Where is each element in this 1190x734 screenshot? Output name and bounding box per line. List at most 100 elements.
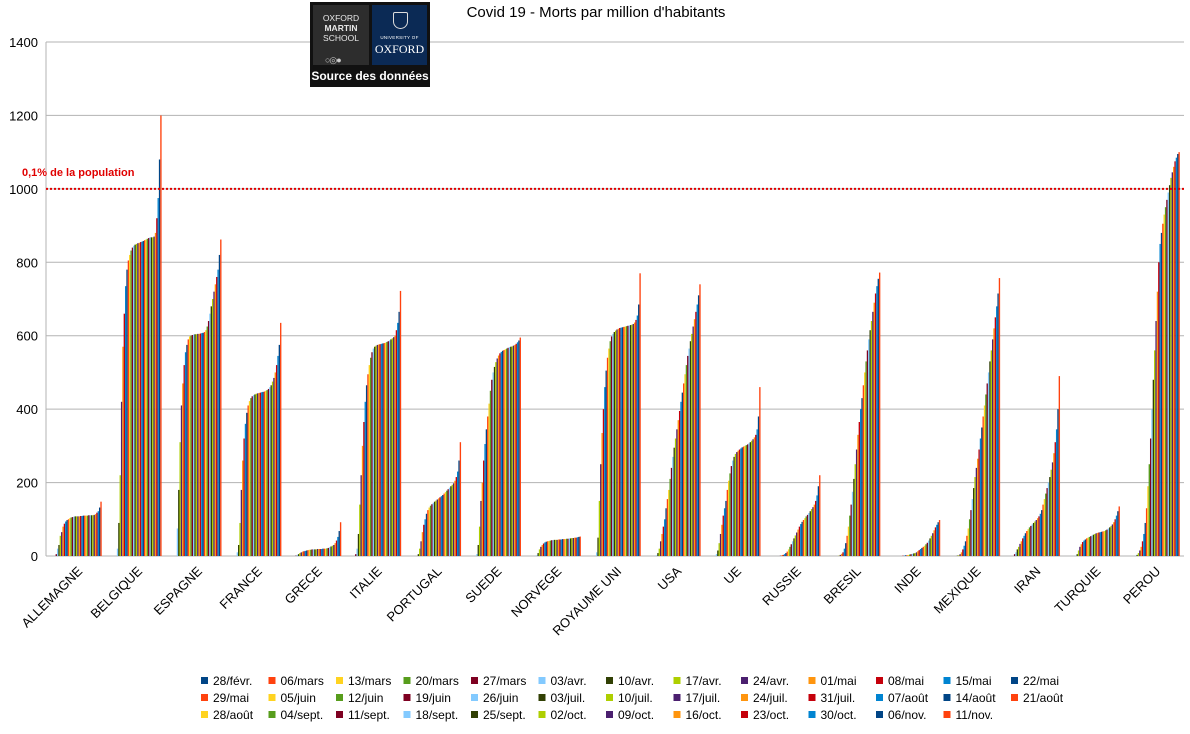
bar bbox=[974, 477, 976, 556]
bar bbox=[492, 372, 494, 556]
legend-item[interactable]: 10/avr. bbox=[606, 674, 654, 688]
legend-item[interactable]: 03/juil. bbox=[538, 691, 586, 705]
bar bbox=[574, 537, 576, 556]
legend-item[interactable]: 07/août bbox=[876, 691, 929, 705]
legend-item[interactable]: 15/mai bbox=[943, 674, 992, 688]
legend-swatch bbox=[403, 694, 411, 701]
bar bbox=[669, 478, 671, 556]
legend-item[interactable]: 12/juin bbox=[336, 691, 383, 705]
bar bbox=[1036, 518, 1039, 556]
bar bbox=[203, 332, 206, 556]
bar bbox=[143, 240, 146, 556]
legend-item[interactable]: 16/oct. bbox=[673, 708, 722, 722]
legend-item[interactable]: 28/août bbox=[201, 708, 254, 722]
bar bbox=[1160, 232, 1163, 556]
legend-item[interactable]: 01/mai bbox=[808, 674, 857, 688]
legend-item[interactable]: 22/mai bbox=[1011, 674, 1059, 688]
legend-item[interactable]: 11/sept. bbox=[336, 708, 390, 722]
legend-item[interactable]: 28/févr. bbox=[201, 674, 252, 688]
bar bbox=[575, 537, 577, 556]
bar bbox=[1016, 549, 1018, 556]
bar bbox=[907, 554, 910, 556]
legend-item[interactable]: 13/mars bbox=[336, 674, 391, 688]
bar bbox=[123, 313, 125, 556]
bar bbox=[75, 516, 78, 556]
bar-group bbox=[655, 284, 701, 556]
bar bbox=[205, 330, 207, 556]
legend-item[interactable]: 29/mai bbox=[201, 691, 249, 705]
legend-item[interactable]: 24/avr. bbox=[741, 674, 789, 688]
bar bbox=[847, 526, 850, 556]
bar bbox=[519, 337, 521, 556]
legend-item[interactable]: 19/juin bbox=[403, 691, 451, 705]
bar bbox=[116, 548, 119, 556]
x-category-label: RUSSIE bbox=[759, 563, 804, 608]
legend-item[interactable]: 02/oct. bbox=[538, 708, 587, 722]
bar bbox=[576, 537, 579, 556]
legend-item[interactable]: 26/juin bbox=[471, 691, 518, 705]
bar bbox=[55, 554, 57, 556]
legend-item[interactable]: 08/mai bbox=[876, 674, 924, 688]
bar-group bbox=[956, 278, 1001, 556]
bar bbox=[248, 401, 251, 556]
legend-item[interactable]: 04/sept. bbox=[268, 708, 324, 722]
bar bbox=[191, 334, 194, 556]
legend-item[interactable]: 21/août bbox=[1011, 691, 1064, 705]
bar bbox=[194, 334, 196, 556]
legend-item[interactable]: 24/juil. bbox=[741, 691, 788, 705]
legend-label: 28/août bbox=[213, 708, 254, 722]
legend-item[interactable]: 17/avr. bbox=[673, 674, 722, 688]
bar-group bbox=[476, 337, 521, 556]
bar-group bbox=[116, 115, 162, 557]
bar bbox=[187, 339, 189, 556]
reference-line-label: 0,1% de la population bbox=[22, 167, 135, 179]
bar bbox=[209, 313, 211, 556]
bar bbox=[864, 372, 866, 556]
bar bbox=[748, 443, 750, 556]
legend[interactable]: 28/févr. 06/mars 13/mars 20/mars 27/mars 03/a… bbox=[201, 674, 1064, 722]
bar bbox=[333, 544, 335, 556]
bar bbox=[922, 546, 924, 556]
bar bbox=[71, 517, 74, 556]
x-category-label: MEXIQUE bbox=[931, 563, 984, 616]
legend-item[interactable]: 17/juil. bbox=[673, 691, 721, 705]
legend-item[interactable]: 05/juin bbox=[268, 691, 316, 705]
legend-item[interactable]: 14/août bbox=[943, 691, 997, 705]
bar bbox=[58, 544, 60, 556]
bar bbox=[801, 521, 803, 556]
legend-label: 24/juil. bbox=[753, 691, 788, 705]
legend-swatch bbox=[538, 694, 546, 701]
legend-item[interactable]: 10/juil. bbox=[606, 691, 653, 705]
legend-item[interactable]: 03/avr. bbox=[538, 674, 587, 688]
bar bbox=[178, 489, 180, 556]
bar bbox=[312, 549, 315, 556]
oxford-martin-logo[interactable]: OXFORD MARTIN SCHOOL ○◎● UNIVERSITY OF O… bbox=[310, 2, 430, 87]
bar bbox=[311, 549, 313, 556]
bar bbox=[85, 515, 87, 556]
legend-item[interactable]: 27/mars bbox=[471, 674, 526, 688]
bar bbox=[853, 478, 855, 556]
bar bbox=[319, 549, 321, 556]
legend-item[interactable]: 18/sept. bbox=[403, 708, 459, 722]
legend-item[interactable]: 09/oct. bbox=[606, 708, 654, 722]
bar bbox=[1102, 531, 1104, 556]
bar bbox=[511, 346, 513, 556]
legend-item[interactable]: 20/mars bbox=[403, 674, 459, 688]
bar bbox=[963, 545, 965, 556]
legend-item[interactable]: 23/oct. bbox=[741, 708, 789, 722]
bar bbox=[1088, 536, 1091, 556]
legend-item[interactable]: 25/sept. bbox=[471, 708, 526, 722]
legend-label: 01/mai bbox=[821, 674, 857, 688]
data-source-link[interactable]: Source des données bbox=[311, 69, 429, 83]
bar bbox=[190, 335, 192, 556]
legend-item[interactable]: 06/mars bbox=[268, 674, 324, 688]
legend-item[interactable]: 06/nov. bbox=[876, 708, 926, 722]
bar bbox=[1034, 521, 1036, 556]
legend-item[interactable]: 30/oct. bbox=[808, 708, 857, 722]
legend-item[interactable]: 31/juil. bbox=[808, 691, 856, 705]
bar bbox=[323, 548, 326, 556]
bar bbox=[668, 489, 670, 556]
bar bbox=[179, 442, 181, 556]
legend-label: 30/oct. bbox=[821, 708, 857, 722]
legend-item[interactable]: 11/nov. bbox=[943, 708, 994, 722]
